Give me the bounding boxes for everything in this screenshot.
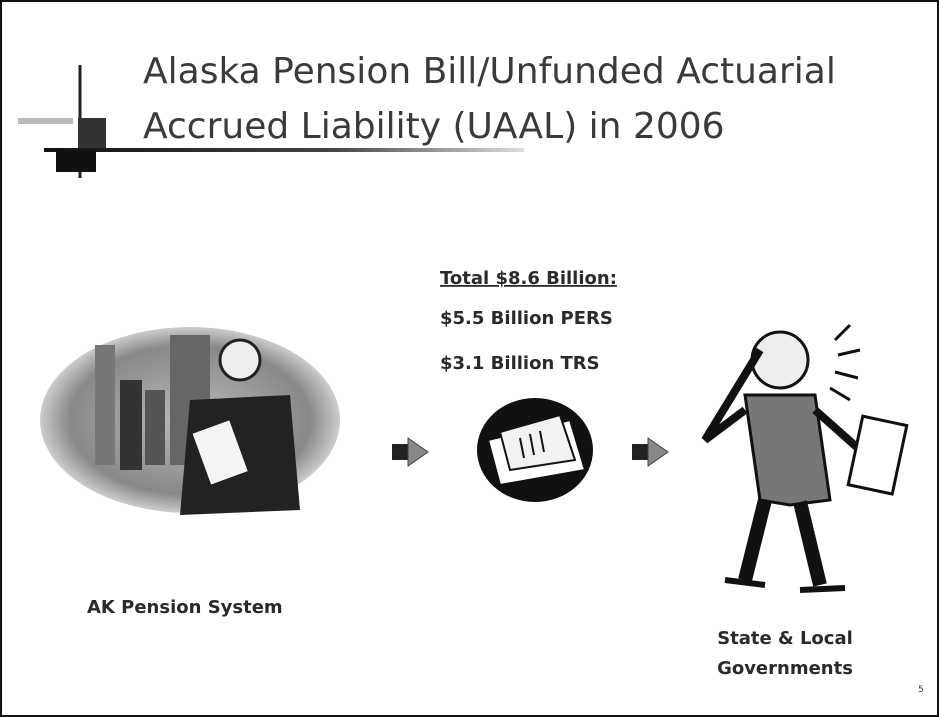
title-line: Accrued Liability (UAAL) in 2006 [143, 106, 725, 147]
title-ornament [18, 65, 524, 178]
breakdown-item: $3.1 Billion TRS [440, 353, 600, 374]
bills-image [477, 398, 593, 502]
source-label: AK Pension System [87, 597, 283, 618]
target-label: State & Local [717, 628, 853, 649]
government-figure [701, 323, 909, 593]
arrow [632, 437, 669, 467]
breakdown-item: $5.5 Billion PERS [440, 308, 613, 329]
total-label: Total $8.6 Billion: [440, 268, 617, 289]
pension-system-image [40, 327, 340, 515]
title-line: Alaska Pension Bill/Unfunded Actuarial [143, 51, 836, 92]
arrow [392, 437, 429, 467]
target-label: Governments [717, 658, 853, 679]
page-number: 5 [918, 685, 924, 695]
